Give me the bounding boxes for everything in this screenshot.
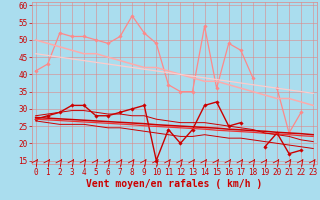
X-axis label: Vent moyen/en rafales ( km/h ): Vent moyen/en rafales ( km/h ) xyxy=(86,179,262,189)
